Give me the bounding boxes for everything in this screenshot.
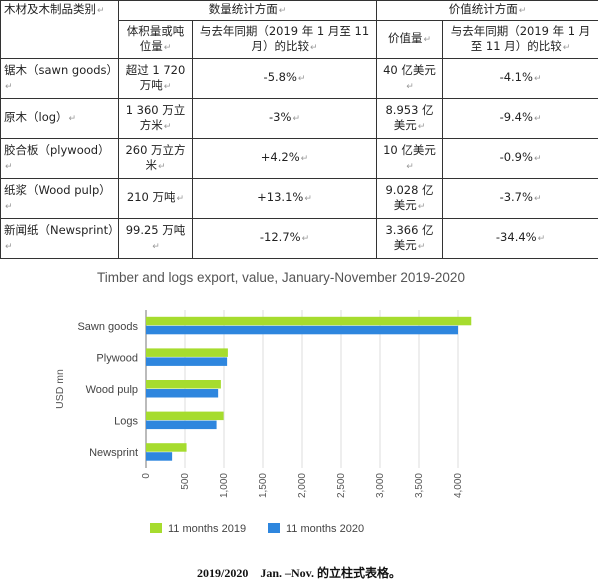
legend-swatch bbox=[268, 523, 280, 533]
category-label: Plywood bbox=[96, 352, 138, 364]
row-category: 锯木（sawn goods）↵ bbox=[0, 58, 119, 99]
category-label: Logs bbox=[114, 416, 138, 428]
row-value-change: -9.4%↵ bbox=[442, 98, 598, 139]
row-volume-change: +4.2%↵ bbox=[191, 138, 378, 179]
table-row: 胶合板（plywood）↵ 260 万立方米↵ +4.2%↵ 10 亿美元↵ -… bbox=[0, 138, 598, 179]
row-value: 3.366 亿美元↵ bbox=[376, 218, 444, 259]
row-category: 新闻纸（Newsprint）↵ bbox=[0, 218, 119, 259]
table-row: 纸浆（Wood pulp）↵ 210 万吨↵ +13.1%↵ 9.028 亿美元… bbox=[0, 178, 598, 219]
bar bbox=[146, 348, 228, 357]
bar bbox=[146, 325, 458, 335]
table-row: 新闻纸（Newsprint）↵ 99.25 万吨↵ -12.7%↵ 3.366 … bbox=[0, 218, 598, 259]
bar bbox=[146, 316, 472, 326]
x-tick-label: 1,000 bbox=[219, 473, 230, 498]
legend-label: 11 months 2020 bbox=[286, 523, 364, 535]
table-row: 锯木（sawn goods）↵ 超过 1 720 万吨↵ -5.8%↵ 40 亿… bbox=[0, 58, 598, 99]
value-change-subheader: 与去年同期（2019 年 1 月至 11 月）的比较↵ bbox=[442, 20, 598, 59]
volume-group-header: 数量统计方面↵ bbox=[117, 0, 378, 21]
row-category: 原木（log）↵ bbox=[0, 98, 119, 139]
value-subheader: 价值量↵ bbox=[376, 20, 444, 59]
value-group-header: 价值统计方面↵ bbox=[376, 0, 598, 21]
row-volume: 99.25 万吨↵ bbox=[118, 218, 193, 259]
row-volume: 210 万吨↵ bbox=[118, 178, 193, 219]
x-tick-label: 500 bbox=[180, 473, 191, 490]
x-tick-label: 2,000 bbox=[297, 473, 308, 498]
x-tick-label: 3,500 bbox=[414, 473, 425, 498]
bar bbox=[146, 420, 217, 430]
row-volume: 1 360 万立方米↵ bbox=[118, 98, 193, 139]
legend-label: 11 months 2019 bbox=[168, 523, 246, 535]
row-category: 纸浆（Wood pulp）↵ bbox=[0, 178, 119, 219]
category-label: Sawn goods bbox=[77, 321, 138, 333]
x-tick-label: 3,000 bbox=[375, 473, 386, 498]
row-category: 胶合板（plywood）↵ bbox=[0, 138, 119, 179]
volume-change-subheader: 与去年同期（2019 年 1 月至 11 月）的比较↵ bbox=[191, 20, 378, 59]
row-volume-change: +13.1%↵ bbox=[191, 178, 378, 219]
x-tick-label: 2,500 bbox=[336, 473, 347, 498]
category-header: 木材及木制品类别↵ bbox=[0, 0, 119, 59]
row-volume: 超过 1 720 万吨↵ bbox=[118, 58, 193, 99]
bar bbox=[146, 411, 224, 421]
y-axis-label: USD mn bbox=[54, 369, 66, 409]
x-tick-label: 0 bbox=[141, 473, 152, 479]
bar bbox=[146, 357, 228, 366]
bar bbox=[146, 380, 221, 389]
row-value-change: -4.1%↵ bbox=[442, 58, 598, 99]
row-value-change: -3.7%↵ bbox=[442, 178, 598, 219]
bar bbox=[146, 443, 187, 452]
export-statistics-table: 木材及木制品类别↵ 数量统计方面↵ 价值统计方面↵ 体积量或吨位量↵ 与去年同期… bbox=[0, 0, 598, 259]
table-row: 原木（log）↵ 1 360 万立方米↵ -3%↵ 8.953 亿美元↵ -9.… bbox=[0, 98, 598, 139]
chart-title: Timber and logs export, value, January-N… bbox=[97, 270, 465, 285]
row-value: 8.953 亿美元↵ bbox=[376, 98, 444, 139]
row-value: 9.028 亿美元↵ bbox=[376, 178, 444, 219]
row-value-change: -34.4%↵ bbox=[442, 218, 598, 259]
row-value: 40 亿美元↵ bbox=[376, 58, 444, 99]
row-volume: 260 万立方米↵ bbox=[118, 138, 193, 179]
category-label: Wood pulp bbox=[86, 384, 138, 396]
x-tick-label: 1,500 bbox=[258, 473, 269, 498]
row-volume-change: -5.8%↵ bbox=[191, 58, 378, 99]
volume-subheader: 体积量或吨位量↵ bbox=[118, 20, 193, 59]
row-volume-change: -3%↵ bbox=[191, 98, 378, 139]
x-tick-label: 4,000 bbox=[453, 473, 464, 498]
row-value-change: -0.9%↵ bbox=[442, 138, 598, 179]
row-volume-change: -12.7%↵ bbox=[191, 218, 378, 259]
row-value: 10 亿美元↵ bbox=[376, 138, 444, 179]
bar bbox=[146, 389, 219, 398]
figure-caption: 2019/2020 Jan. –Nov. 的立柱式表格。 bbox=[196, 566, 401, 580]
legend-swatch bbox=[150, 523, 162, 533]
category-label: Newsprint bbox=[89, 447, 138, 459]
bar bbox=[146, 452, 173, 461]
